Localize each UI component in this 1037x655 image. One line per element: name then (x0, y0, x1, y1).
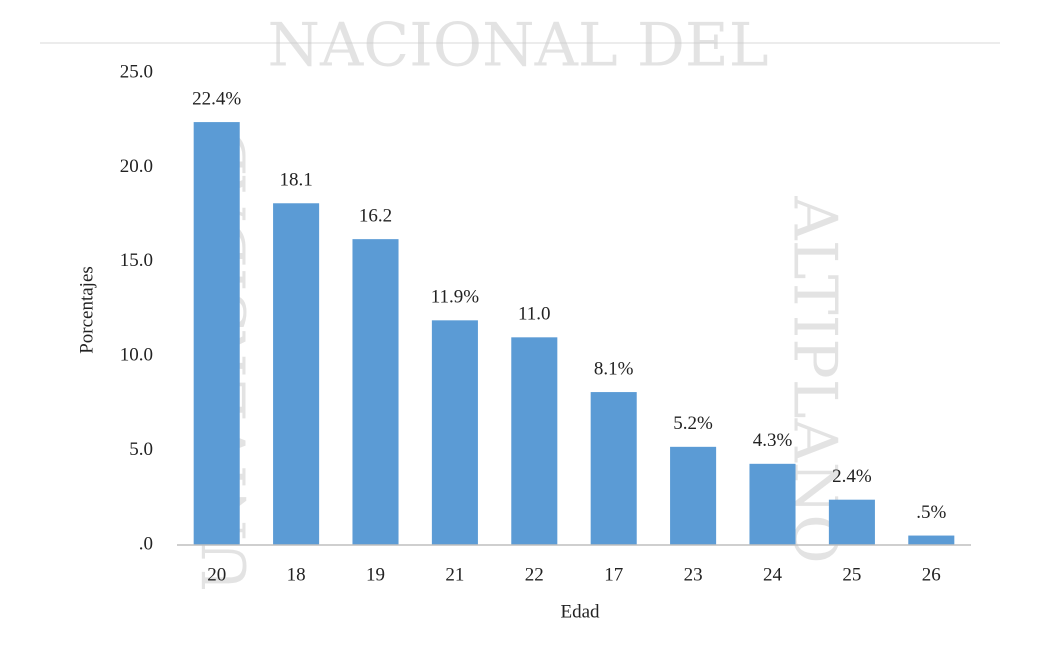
data-label: 18.1 (279, 170, 312, 191)
bar (590, 392, 637, 545)
data-label: 11.0 (518, 304, 551, 325)
bar (273, 203, 320, 545)
data-label: 16.2 (359, 206, 392, 227)
x-tick-label: 23 (684, 564, 703, 585)
x-tick-label: 22 (525, 564, 544, 585)
data-label: 22.4% (192, 88, 241, 109)
y-tick-label: 25.0 (120, 61, 153, 82)
x-tick-label: 21 (445, 564, 464, 585)
bar (352, 239, 399, 546)
data-label: 5.2% (673, 413, 713, 434)
y-tick-label: 20.0 (120, 156, 153, 177)
bar (828, 499, 875, 545)
data-label: 2.4% (832, 466, 872, 487)
y-axis-label: Porcentajes (76, 266, 97, 354)
x-tick-label: 26 (922, 564, 941, 585)
bar (670, 446, 717, 545)
data-label: 8.1% (594, 358, 634, 379)
data-label: 4.3% (753, 430, 793, 451)
x-tick-label: 24 (763, 564, 783, 585)
y-tick-label: 5.0 (129, 439, 153, 460)
bar (431, 320, 478, 545)
bar (908, 535, 955, 545)
watermark: NACIONAL DEL (267, 11, 768, 81)
x-tick-label: 20 (207, 564, 226, 585)
y-tick-label: 10.0 (120, 345, 153, 366)
y-tick-label: 15.0 (120, 250, 153, 271)
x-tick-label: 25 (842, 564, 861, 585)
y-tick-label: .0 (139, 533, 153, 554)
x-tick-label: 19 (366, 564, 385, 585)
bar (193, 122, 240, 545)
x-tick-label: 18 (287, 564, 306, 585)
bar (511, 337, 558, 545)
data-label: .5% (916, 502, 946, 523)
x-tick-label: 17 (604, 564, 623, 585)
bar (749, 463, 796, 545)
data-label: 11.9% (431, 287, 480, 308)
x-axis-label: Edad (560, 601, 600, 622)
